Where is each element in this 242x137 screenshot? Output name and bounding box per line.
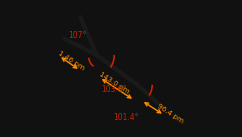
- Text: 101.4°: 101.4°: [113, 113, 138, 122]
- Text: 143.0 pm: 143.0 pm: [98, 71, 130, 95]
- Text: 107°: 107°: [68, 31, 86, 40]
- Text: 96.4 pm: 96.4 pm: [156, 103, 184, 125]
- Text: 103.0°: 103.0°: [101, 85, 126, 94]
- Text: 1.46 pm: 1.46 pm: [57, 50, 86, 72]
